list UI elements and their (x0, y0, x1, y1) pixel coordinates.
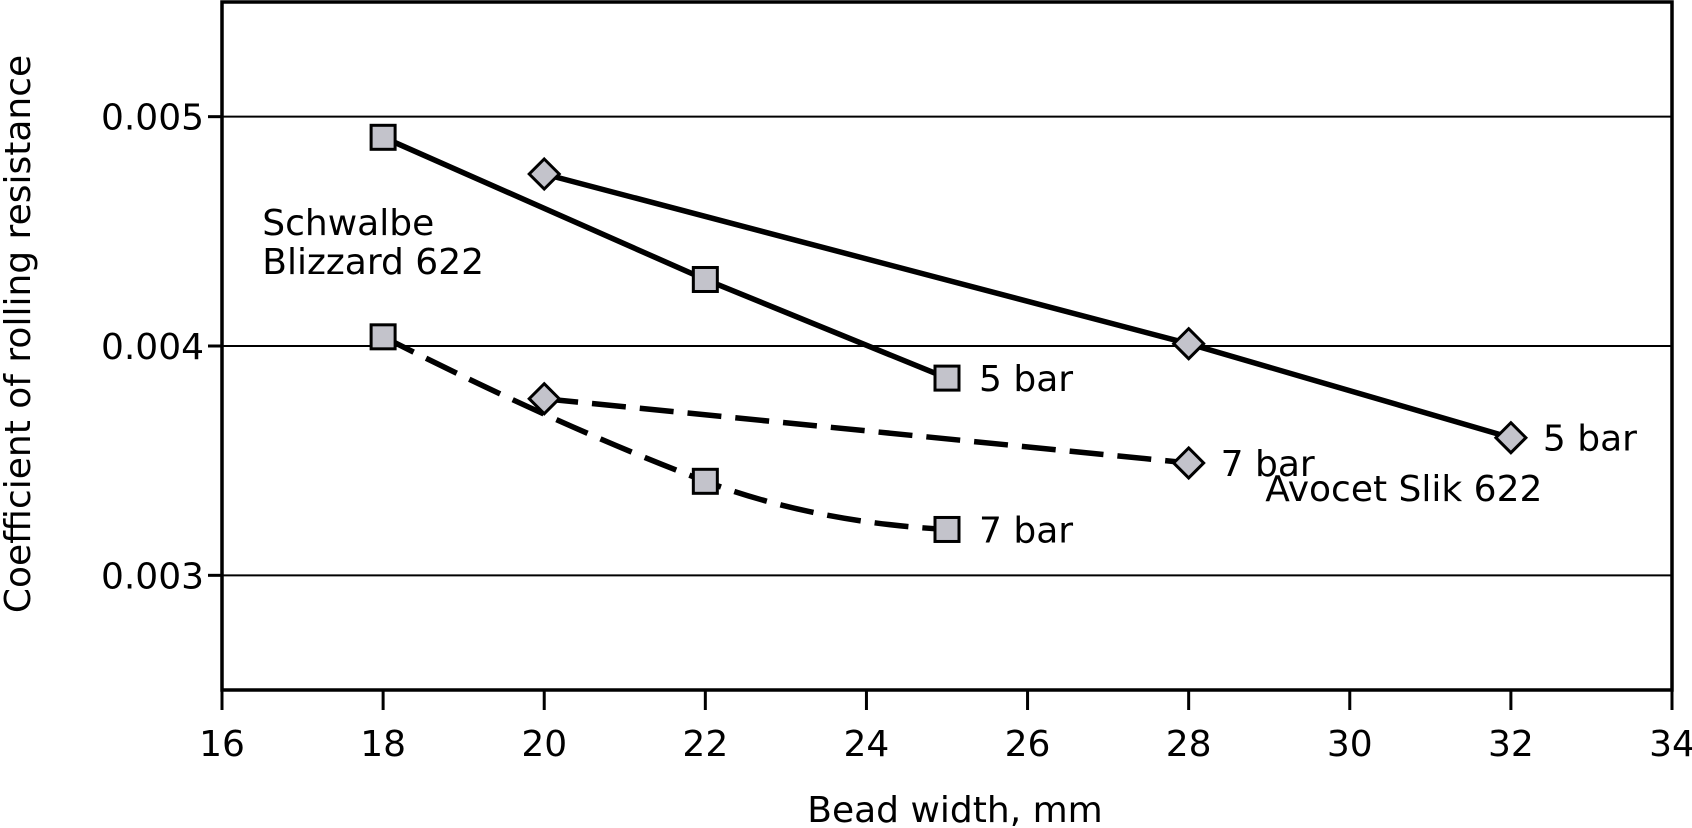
data-markers (369, 123, 1529, 543)
diamond-marker (1171, 445, 1206, 481)
y-tick-label: 0.003 (101, 556, 204, 597)
series-end-label: 5 bar (979, 359, 1073, 400)
y-axis-ticks: 0.003 0.004 0.005 (101, 98, 222, 597)
diamond-marker (527, 156, 562, 192)
series-labels: 5 bar 7 bar 5 bar 7 bar (979, 359, 1637, 551)
x-tick-label: 34 (1649, 724, 1692, 765)
square-marker (933, 515, 961, 543)
x-tick-label: 26 (1005, 724, 1051, 765)
series-end-label: 5 bar (1543, 419, 1637, 460)
square-marker (369, 123, 397, 151)
series-end-label: 7 bar (979, 510, 1073, 551)
x-axis-ticks: 16 18 20 22 24 26 28 30 32 34 (199, 690, 1692, 765)
x-tick-label: 18 (360, 724, 406, 765)
diamond-marker (527, 381, 562, 416)
annotation-label: Blizzard 622 (262, 242, 484, 283)
y-tick-label: 0.005 (101, 98, 204, 139)
grid-lines (222, 115, 1672, 577)
diamond-marker (1493, 420, 1529, 455)
x-tick-label: 16 (199, 724, 245, 765)
y-axis-title: Coefficient of rolling resistance (0, 55, 39, 613)
square-marker (933, 364, 961, 392)
x-tick-label: 32 (1488, 724, 1534, 765)
x-tick-label: 24 (844, 724, 890, 765)
x-axis-title: Bead width, mm (807, 790, 1102, 828)
y-tick-label: 0.004 (101, 327, 204, 368)
annotation-label: Schwalbe (262, 203, 434, 244)
square-marker (691, 265, 719, 293)
series-line-3 (543, 396, 1189, 466)
diamond-marker (1171, 326, 1206, 361)
square-marker (369, 323, 397, 351)
series-end-label: 7 bar (1221, 444, 1315, 485)
x-tick-label: 28 (1166, 724, 1212, 765)
x-tick-label: 30 (1327, 724, 1373, 765)
x-tick-label: 22 (682, 724, 728, 765)
square-marker (691, 467, 719, 495)
annotation-label: Avocet Slik 622 (1265, 469, 1542, 510)
x-tick-label: 20 (521, 724, 567, 765)
